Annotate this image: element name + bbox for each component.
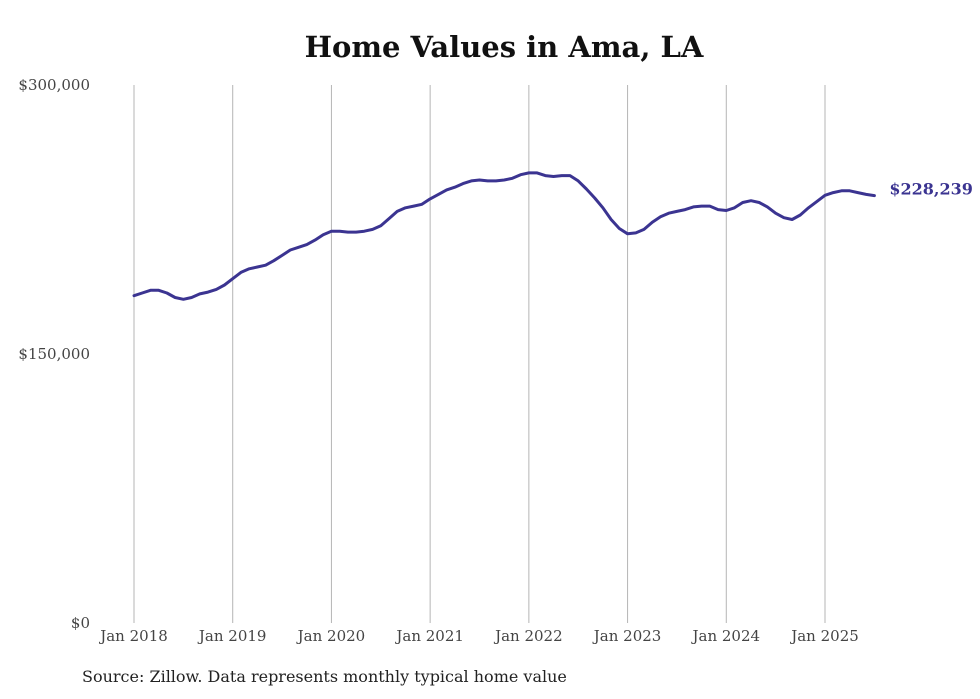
x-axis-labels: Jan 2018 Jan 2019 Jan 2020 Jan 2021 Jan 2022… xyxy=(98,627,859,645)
chart-source-note: Source: Zillow. Data represents monthly … xyxy=(82,667,567,686)
y-tick-label: $150,000 xyxy=(18,345,90,363)
series-line xyxy=(132,171,876,301)
grid-lines xyxy=(133,85,826,623)
chart-title: Home Values in Ama, LA xyxy=(304,30,704,64)
x-tick-label: Jan 2021 xyxy=(394,627,464,645)
end-value-label: $228,239 xyxy=(889,180,973,199)
x-tick-label: Jan 2025 xyxy=(789,627,859,645)
x-tick-label: Jan 2022 xyxy=(493,627,563,645)
y-tick-label: $300,000 xyxy=(18,76,90,94)
y-tick-label: $0 xyxy=(71,614,90,632)
x-tick-label: Jan 2018 xyxy=(98,627,168,645)
x-tick-label: Jan 2019 xyxy=(197,627,267,645)
x-tick-label: Jan 2020 xyxy=(296,627,366,645)
y-axis-labels: $0 $150,000 $300,000 xyxy=(18,76,90,632)
x-tick-label: Jan 2023 xyxy=(592,627,662,645)
x-tick-label: Jan 2024 xyxy=(691,627,761,645)
